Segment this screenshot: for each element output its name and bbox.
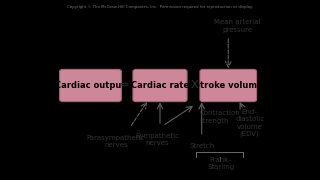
Text: Mean arterial
pressure: Mean arterial pressure bbox=[214, 19, 260, 33]
FancyBboxPatch shape bbox=[133, 69, 187, 102]
Text: Frank–
Starling: Frank– Starling bbox=[207, 157, 234, 170]
Text: Copyright © The McGraw-Hill Companies, Inc.  Permission required for reproductio: Copyright © The McGraw-Hill Companies, I… bbox=[67, 5, 253, 9]
Text: X: X bbox=[191, 80, 199, 91]
Text: End-
diastolic
volume
(EDV): End- diastolic volume (EDV) bbox=[235, 109, 264, 137]
Text: Sympathetic
nerves: Sympathetic nerves bbox=[135, 133, 180, 146]
Text: Parasympathetic
nerves: Parasympathetic nerves bbox=[87, 135, 145, 148]
FancyBboxPatch shape bbox=[200, 69, 257, 102]
Text: Contraction
strength: Contraction strength bbox=[199, 110, 240, 124]
Text: Cardiac rate: Cardiac rate bbox=[131, 81, 189, 90]
Text: Stretch: Stretch bbox=[189, 143, 214, 149]
Text: Stroke volume: Stroke volume bbox=[194, 81, 263, 90]
Text: Cardiac output: Cardiac output bbox=[55, 81, 126, 90]
Text: =: = bbox=[119, 80, 129, 91]
FancyBboxPatch shape bbox=[60, 69, 121, 102]
